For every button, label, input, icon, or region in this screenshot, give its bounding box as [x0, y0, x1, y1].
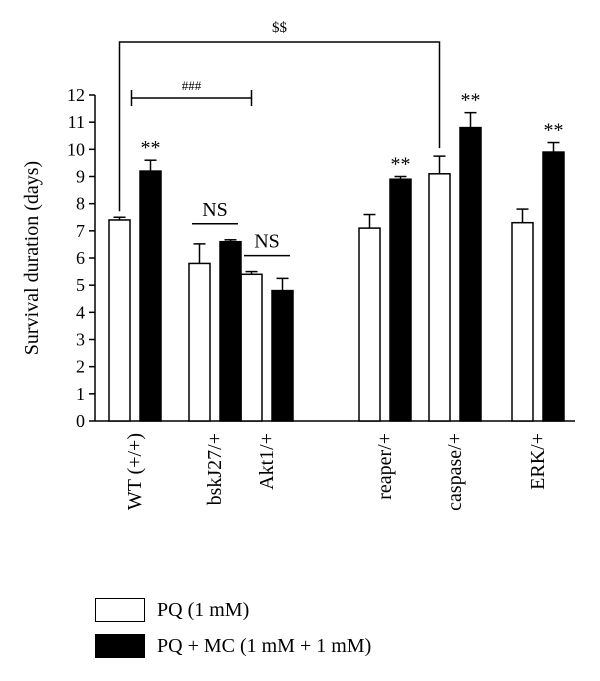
y-tick-label: 8 [76, 194, 85, 214]
legend: PQ (1 mM) PQ + MC (1 mM + 1 mM) [95, 595, 371, 667]
y-tick-label: 10 [67, 139, 85, 159]
x-tick-label: Akt1/+ [256, 433, 278, 490]
y-axis-title: Survival duration (days) [21, 161, 43, 355]
y-tick-label: 3 [76, 330, 85, 350]
significance-label: ** [391, 154, 411, 176]
legend-swatch-pq-mc [95, 634, 145, 658]
x-tick-label: caspase/+ [444, 433, 466, 511]
y-tick-label: 0 [76, 411, 85, 431]
legend-swatch-pq [95, 598, 145, 622]
y-tick-label: 12 [67, 85, 85, 105]
bracket-line [118, 41, 441, 212]
x-tick-label: reaper/+ [374, 433, 396, 500]
bracket-label: ### [182, 78, 202, 93]
y-tick-label: 6 [76, 248, 85, 268]
bar [139, 170, 162, 422]
legend-label-pq: PQ (1 mM) [157, 598, 250, 621]
x-axis: WT (+/+) bskJ27/+ Akt1/+ reaper/+ caspase/+ E… [124, 433, 549, 511]
legend-item-pq: PQ (1 mM) [95, 595, 371, 625]
bars [108, 111, 565, 422]
significance-label: ** [141, 137, 161, 159]
bar [358, 227, 381, 422]
legend-item-pq-mc: PQ + MC (1 mM + 1 mM) [95, 631, 371, 661]
y-tick-label: 5 [76, 275, 85, 295]
bar [428, 173, 451, 422]
x-tick-label: bskJ27/+ [204, 433, 226, 505]
bracket-label: $$ [272, 20, 288, 36]
y-tick-label: 1 [76, 384, 85, 404]
bar [108, 219, 131, 422]
significance-label: ** [461, 90, 481, 112]
annotations: ** ** ** ** NS NS ### $$ [118, 20, 564, 257]
bar [271, 289, 294, 422]
x-tick-label: WT (+/+) [124, 433, 146, 510]
legend-label-pq-mc: PQ + MC (1 mM + 1 mM) [157, 634, 372, 657]
bar [542, 151, 565, 422]
bar [511, 221, 534, 422]
y-tick-label: 2 [76, 357, 85, 377]
y-tick-label: 7 [76, 221, 85, 241]
significance-label: NS [202, 199, 228, 221]
x-tick-label: ERK/+ [527, 433, 549, 490]
bar [188, 262, 211, 422]
significance-label: ** [544, 120, 564, 142]
y-tick-label: 4 [76, 302, 85, 322]
bar [240, 273, 263, 422]
y-tick-label: 11 [68, 112, 85, 132]
significance-label: NS [254, 231, 280, 253]
bar [459, 126, 482, 422]
y-tick-label: 9 [76, 167, 85, 187]
bar [219, 240, 242, 422]
bar [389, 178, 412, 422]
